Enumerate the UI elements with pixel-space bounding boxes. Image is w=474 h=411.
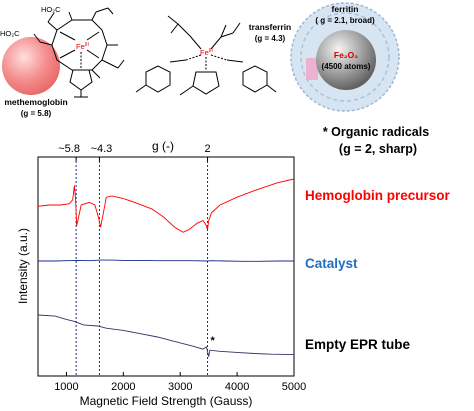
x-axis-ticks: 1000 2000 3000 4000 5000 [54, 372, 306, 393]
series-label: Hemoglobin precursor [305, 188, 451, 203]
series-line [38, 259, 294, 262]
radicals-note-line-2: (g = 2, sharp) [339, 142, 417, 156]
core-formula: Fe₂O₃ [334, 50, 358, 60]
series-label: Catalyst [305, 256, 358, 271]
transferrin-g-value: (g = 4.3) [255, 34, 286, 43]
core-atom-count: (4500 atoms) [322, 62, 371, 71]
acid-label-2: HO₂C [0, 29, 20, 38]
iron-center-label: FeIII [76, 42, 89, 51]
x-tick-label: 1000 [54, 381, 78, 393]
top-axis-label: g (-) [152, 139, 174, 153]
acid-label-1: HO₂C [41, 5, 61, 14]
g-marker-label: ~5.8 [58, 143, 80, 155]
series-label: Empty EPR tube [305, 337, 411, 352]
transferrin-structure: FeIII transferrin (g = 4.3) [135, 15, 292, 96]
g-marker-label: ~4.3 [91, 143, 113, 155]
epr-chart: ~5.8 ~4.3 2 1000 2000 3000 4000 5000 Hemoglobi… [16, 139, 451, 408]
radical-marker: * [211, 335, 216, 347]
methemoglobin-g-value: (g = 5.8) [21, 109, 52, 118]
transferrin-name: transferrin [249, 22, 292, 32]
radicals-note-line-1: * Organic radicals [323, 125, 429, 139]
traces [37, 178, 295, 357]
y-axis-label: Intensity (a.u.) [16, 228, 30, 304]
protein-sphere [2, 37, 60, 95]
g-marker-label: 2 [204, 143, 210, 155]
x-tick-label: 4000 [225, 381, 249, 393]
methemoglobin-name: methemoglobin [4, 97, 67, 107]
ferritin-structure: ferritin ( g = 2.1, broad) Fe₂O₃ (4500 a… [290, 2, 400, 112]
iron-oxide-core [316, 30, 376, 90]
methemoglobin-structure: HO₂C HO₂C FeIII methemoglobin (g = 5.8) [0, 5, 125, 118]
series-line [37, 314, 295, 357]
g-markers: ~5.8 ~4.3 2 [58, 143, 211, 376]
x-tick-label: 2000 [111, 381, 135, 393]
ferritin-g-value: ( g = 2.1, broad) [315, 16, 375, 25]
x-tick-label: 3000 [168, 381, 192, 393]
x-axis-label: Magnetic Field Strength (Gauss) [80, 394, 253, 408]
series-labels: Hemoglobin precursor Catalyst Empty EPR tu… [305, 188, 451, 352]
x-tick-label: 5000 [282, 381, 306, 393]
series-line [37, 178, 295, 233]
plot-frame [37, 156, 295, 377]
ferritin-name: ferritin [332, 4, 359, 14]
iron-center-label: FeIII [200, 48, 213, 57]
